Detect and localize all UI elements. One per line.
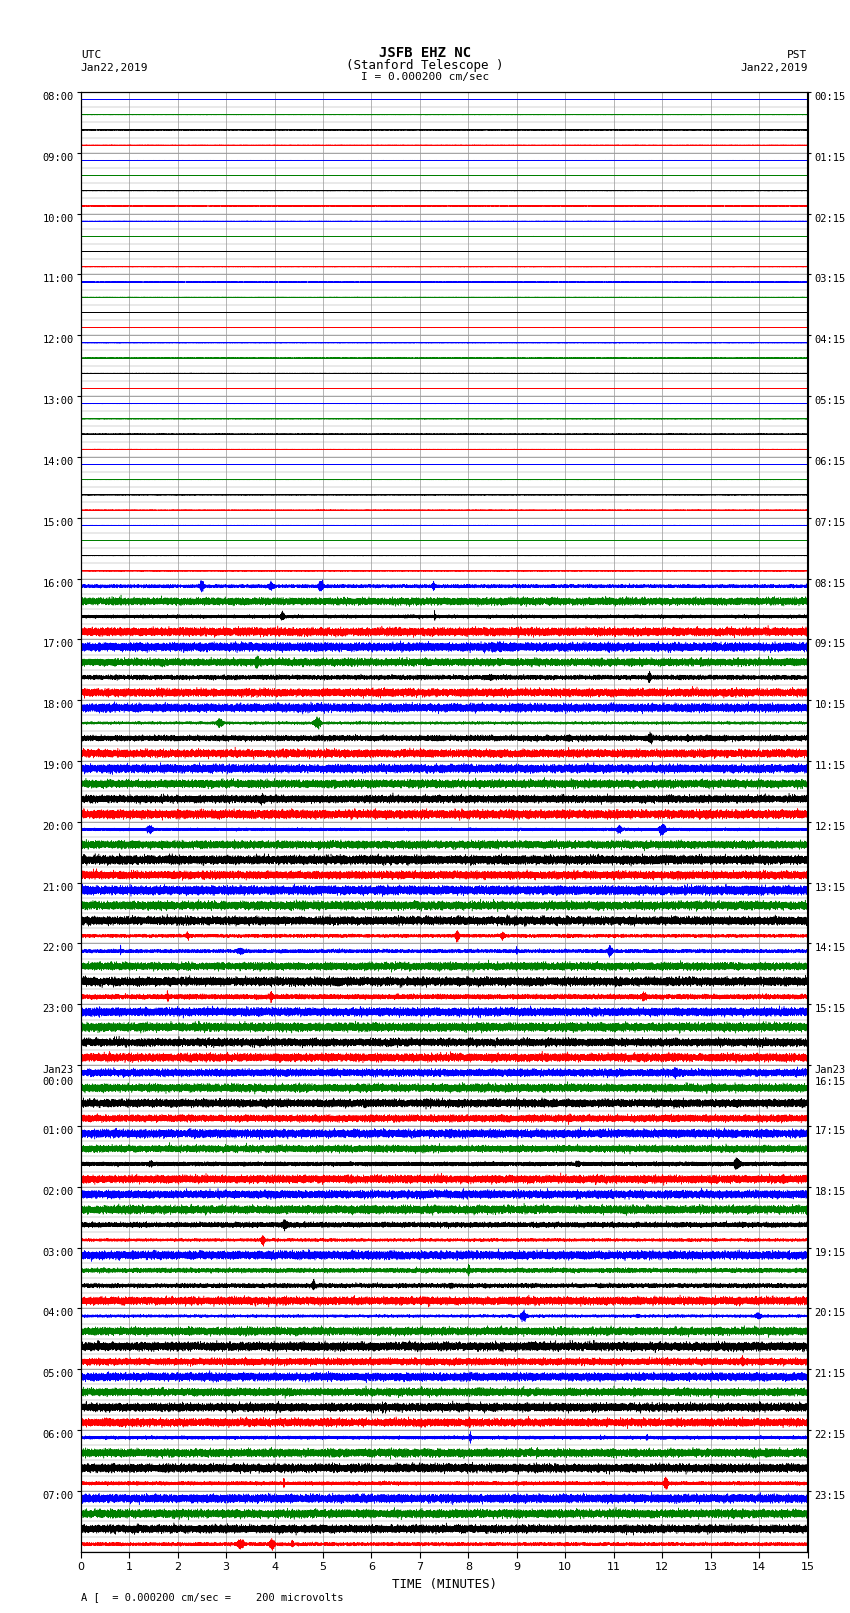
Text: A [  = 0.000200 cm/sec =    200 microvolts: A [ = 0.000200 cm/sec = 200 microvolts <box>81 1592 343 1602</box>
Text: Jan22,2019: Jan22,2019 <box>81 63 148 73</box>
Text: I = 0.000200 cm/sec: I = 0.000200 cm/sec <box>361 73 489 82</box>
Text: PST: PST <box>787 50 808 60</box>
Text: Jan22,2019: Jan22,2019 <box>740 63 808 73</box>
Text: JSFB EHZ NC: JSFB EHZ NC <box>379 47 471 60</box>
Text: (Stanford Telescope ): (Stanford Telescope ) <box>346 58 504 71</box>
Text: UTC: UTC <box>81 50 101 60</box>
X-axis label: TIME (MINUTES): TIME (MINUTES) <box>392 1578 496 1590</box>
